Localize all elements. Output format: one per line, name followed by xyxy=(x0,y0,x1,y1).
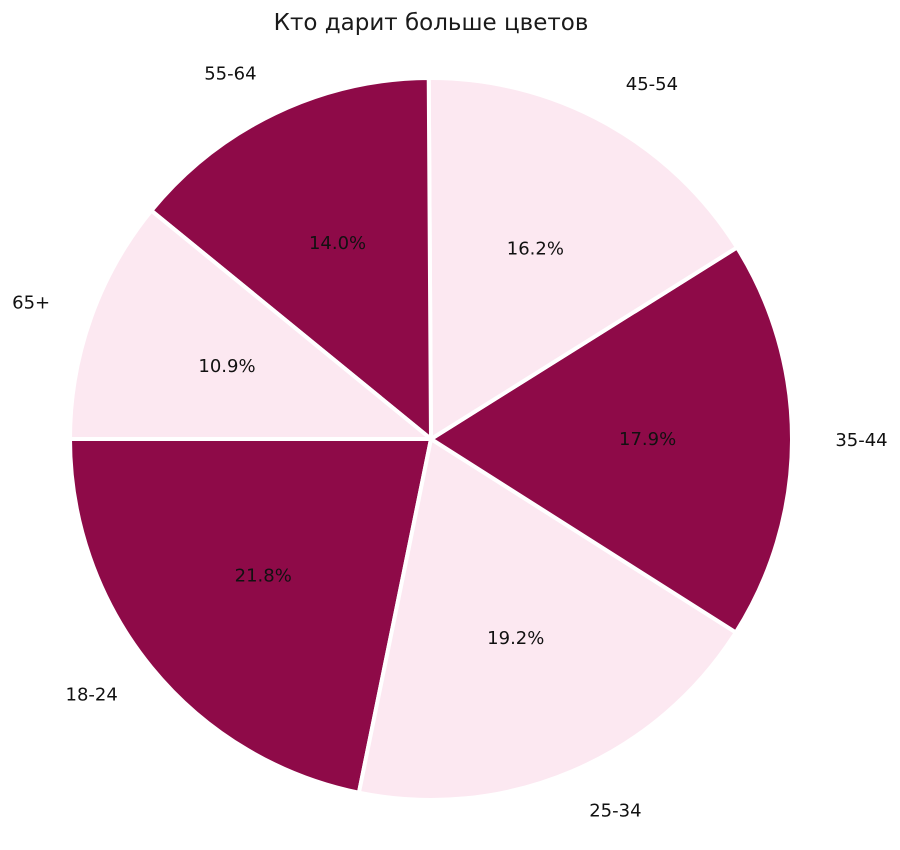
category-label-45-54: 45-54 xyxy=(626,74,678,95)
percent-label-25-34: 19.2% xyxy=(487,628,544,649)
percent-label-55-64: 14.0% xyxy=(309,233,366,254)
pie-slice-35-44 xyxy=(429,245,794,635)
pie-slice-25-34 xyxy=(356,437,738,802)
percent-label-65+: 10.9% xyxy=(198,356,255,377)
chart-title: Кто дарит больше цветов xyxy=(273,10,589,36)
category-label-25-34: 25-34 xyxy=(589,801,641,822)
percent-label-35-44: 17.9% xyxy=(619,429,676,450)
category-labels: 18-24 25-34 35-44 45-54 55-64 65+ xyxy=(12,64,887,822)
pie-slices xyxy=(68,76,794,802)
category-label-55-64: 55-64 xyxy=(204,64,256,85)
category-label-18-24: 18-24 xyxy=(66,684,118,705)
percent-label-18-24: 21.8% xyxy=(235,566,292,587)
category-label-35-44: 35-44 xyxy=(835,430,887,451)
percent-labels: 21.8% 19.2% 17.9% 16.2% 14.0% 10.9% xyxy=(198,233,676,649)
percent-label-45-54: 16.2% xyxy=(507,239,564,260)
pie-slice-45-54 xyxy=(426,76,740,441)
category-label-65+: 65+ xyxy=(12,293,50,314)
pie-slice-55-64 xyxy=(149,76,433,441)
pie-slice-18-24 xyxy=(68,437,433,795)
pie-slice-65+ xyxy=(68,208,433,441)
